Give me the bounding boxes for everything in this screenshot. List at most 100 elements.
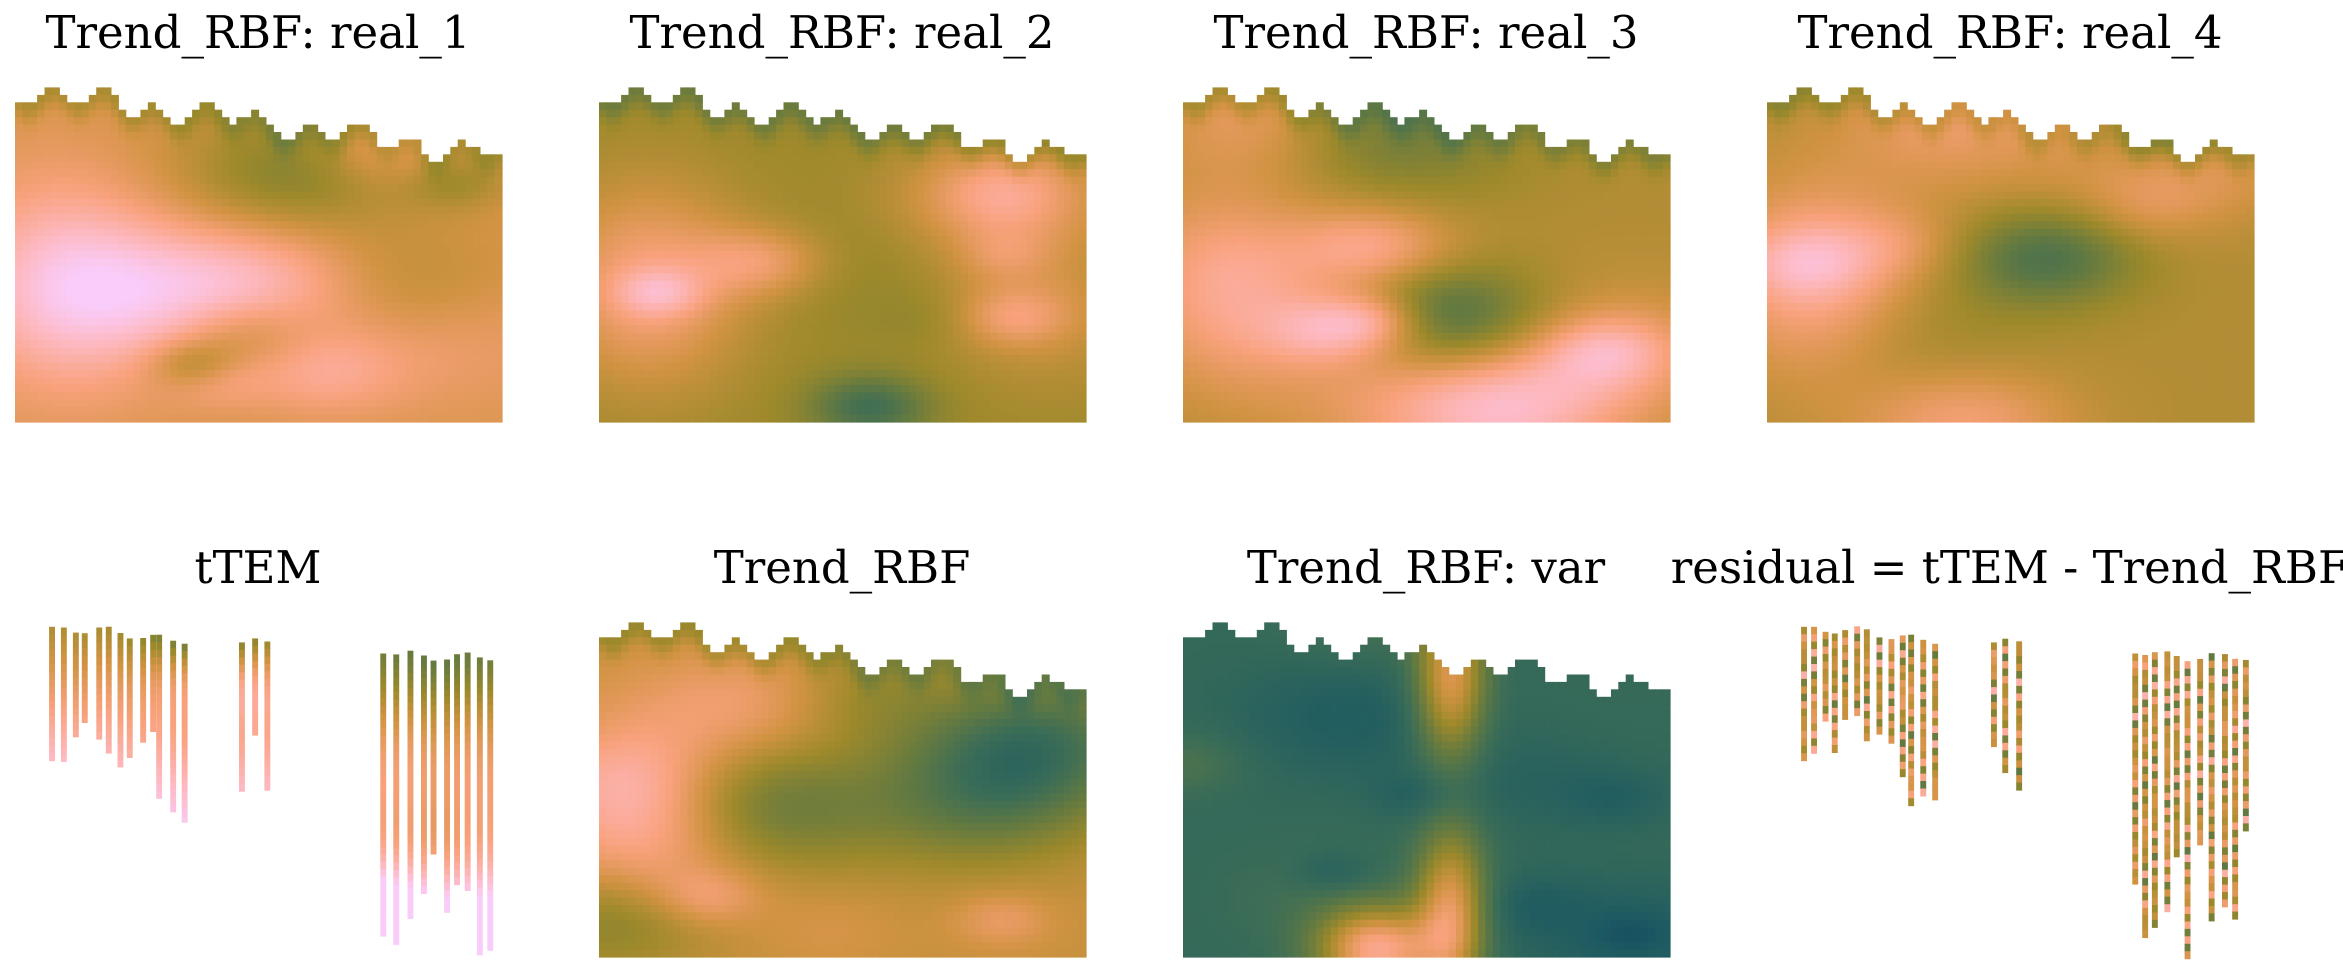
heatmap-cell xyxy=(783,303,792,311)
heatmap-cell xyxy=(310,399,319,408)
heatmap-cell xyxy=(813,251,821,259)
heatmap-cell xyxy=(702,265,711,274)
heatmap-cell xyxy=(214,295,223,304)
heatmap-cell xyxy=(332,362,341,371)
heatmap-cell xyxy=(694,124,703,133)
heatmap-cell xyxy=(776,280,785,289)
heatmap-cell xyxy=(923,280,932,289)
heatmap-cell xyxy=(724,191,733,200)
heatmap-cell xyxy=(894,199,903,207)
heatmap-cell xyxy=(672,317,681,326)
heatmap-cell xyxy=(376,384,385,393)
heatmap-cell xyxy=(15,169,23,178)
heatmap-cell xyxy=(302,176,311,185)
heatmap-cell xyxy=(665,109,674,118)
heatmap-cell xyxy=(990,407,999,416)
heatmap-cell xyxy=(288,392,296,401)
heatmap-cell xyxy=(672,236,681,245)
heatmap-cell xyxy=(229,384,237,393)
heatmap-cell xyxy=(938,146,947,155)
heatmap-cell xyxy=(864,161,873,170)
heatmap-cell xyxy=(658,191,666,200)
heatmap-cell xyxy=(864,199,873,207)
heatmap-cell xyxy=(155,191,164,200)
heatmap-cell xyxy=(864,146,873,155)
heatmap-cell xyxy=(768,347,777,356)
heatmap-cell xyxy=(724,258,733,267)
heatmap-cell xyxy=(155,184,164,193)
heatmap-cell xyxy=(1012,251,1021,259)
heatmap-cell xyxy=(435,370,444,378)
heatmap-cell xyxy=(81,362,90,371)
heatmap-cell xyxy=(931,362,939,371)
heatmap-cell xyxy=(206,340,215,349)
heatmap-cell xyxy=(391,251,400,259)
heatmap-cell xyxy=(184,146,193,155)
heatmap-cell xyxy=(428,288,437,297)
heatmap-cell xyxy=(133,332,142,341)
heatmap-cell xyxy=(221,146,230,155)
heatmap-cell xyxy=(184,303,193,311)
heatmap-cell xyxy=(709,154,718,163)
heatmap-cell xyxy=(155,273,164,282)
heatmap-cell xyxy=(59,303,68,311)
heatmap-cell xyxy=(472,213,481,222)
heatmap-cell xyxy=(776,221,785,230)
heatmap-cell xyxy=(88,139,97,148)
heatmap-cell xyxy=(621,332,630,341)
heatmap-cell xyxy=(192,146,201,155)
heatmap-cell xyxy=(265,161,274,170)
heatmap-cell xyxy=(990,273,999,282)
heatmap-cell xyxy=(658,154,666,163)
heatmap-cell xyxy=(369,414,378,423)
heatmap-cell xyxy=(273,414,282,423)
heatmap-cell xyxy=(88,243,97,252)
heatmap-cell xyxy=(768,139,777,148)
heatmap-cell xyxy=(665,392,674,401)
heatmap-cell xyxy=(29,221,38,230)
heatmap-cell xyxy=(457,377,466,386)
heatmap-cell xyxy=(361,355,370,364)
heatmap-cell xyxy=(347,362,355,371)
heatmap-cell xyxy=(443,265,451,274)
heatmap-cell xyxy=(265,392,274,401)
heatmap-cell xyxy=(494,243,503,252)
heatmap-cell xyxy=(872,414,880,423)
heatmap-cell xyxy=(997,347,1006,356)
heatmap-cell xyxy=(243,146,252,155)
heatmap-cell xyxy=(472,355,481,364)
heatmap-cell xyxy=(369,199,378,207)
heatmap-cell xyxy=(206,377,215,386)
heatmap-cell xyxy=(606,407,615,416)
heatmap-cell xyxy=(29,228,38,237)
heatmap-cell xyxy=(916,325,925,334)
heatmap-cell xyxy=(709,295,718,304)
heatmap-cell xyxy=(450,384,459,393)
heatmap-cell xyxy=(938,221,947,230)
heatmap-cell xyxy=(606,273,615,282)
heatmap-cell xyxy=(214,340,223,349)
heatmap-cell xyxy=(886,407,895,416)
heatmap-cell xyxy=(997,377,1006,386)
heatmap-cell xyxy=(901,169,910,178)
heatmap-cell xyxy=(251,146,260,155)
heatmap-cell xyxy=(1004,228,1013,237)
heatmap-cell xyxy=(428,392,437,401)
heatmap-cell xyxy=(886,154,895,163)
heatmap-cell xyxy=(813,295,821,304)
heatmap-cell xyxy=(694,392,703,401)
heatmap-cell xyxy=(613,273,622,282)
heatmap-cell xyxy=(960,414,969,423)
heatmap-cell xyxy=(302,154,311,163)
heatmap-cell xyxy=(835,117,844,126)
heatmap-cell xyxy=(864,176,873,185)
heatmap-cell xyxy=(827,310,836,319)
heatmap-cell xyxy=(872,392,880,401)
heatmap-cell xyxy=(443,340,451,349)
heatmap-cell xyxy=(613,124,622,133)
heatmap-cell xyxy=(74,295,82,304)
heatmap-cell xyxy=(324,288,333,297)
heatmap-cell xyxy=(606,228,615,237)
heatmap-cell xyxy=(229,251,237,259)
heatmap-cell xyxy=(827,325,836,334)
